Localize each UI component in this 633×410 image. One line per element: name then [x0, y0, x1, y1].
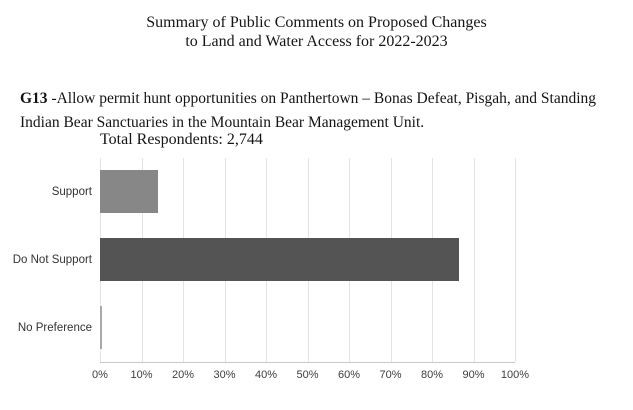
chart-title: Summary of Public Comments on Proposed C…	[0, 13, 633, 51]
y-axis-label-support: Support	[51, 186, 92, 198]
question-body: -Allow permit hunt opportunities on Pant…	[20, 89, 597, 131]
gridline	[473, 158, 475, 362]
bar-no-preference	[100, 306, 103, 349]
chart-title-line1: Summary of Public Comments on Proposed C…	[146, 14, 487, 31]
bar-support	[100, 170, 159, 213]
question-text: G13 -Allow permit hunt opportunities on …	[20, 87, 620, 135]
x-axis-tick-label: 20%	[171, 369, 195, 381]
total-respondents-label: Total Respondents: 2,744	[100, 131, 263, 148]
x-axis-tick-label: 100%	[500, 369, 530, 381]
y-axis-label-do-not-support: Do Not Support	[12, 254, 92, 266]
question-id: G13	[20, 89, 48, 107]
x-axis-tick-label: 70%	[379, 369, 402, 381]
x-axis-tick-label: 80%	[420, 369, 444, 381]
x-axis-tick-label: 60%	[337, 369, 361, 381]
y-axis-label-no-preference: No Preference	[17, 322, 92, 334]
chart-title-line2: to Land and Water Access for 2022-2023	[185, 33, 448, 50]
x-axis-tick-label: 50%	[296, 369, 319, 381]
x-axis-tick-label: 10%	[130, 369, 153, 381]
bar-do-not-support	[100, 238, 459, 281]
x-axis-tick-label: 0%	[92, 369, 108, 381]
x-axis-labels: 0% 10% 20% 30% 40% 50% 60% 70% 80% 90% 100%	[92, 369, 529, 384]
y-axis-labels: Support Do Not Support No Preference	[0, 158, 92, 362]
x-axis-tick-label: 40%	[254, 369, 278, 381]
plot-area	[100, 158, 516, 363]
x-axis-tick-label: 90%	[462, 369, 485, 381]
x-axis-tick-label: 30%	[213, 369, 236, 381]
gridline	[515, 158, 516, 362]
